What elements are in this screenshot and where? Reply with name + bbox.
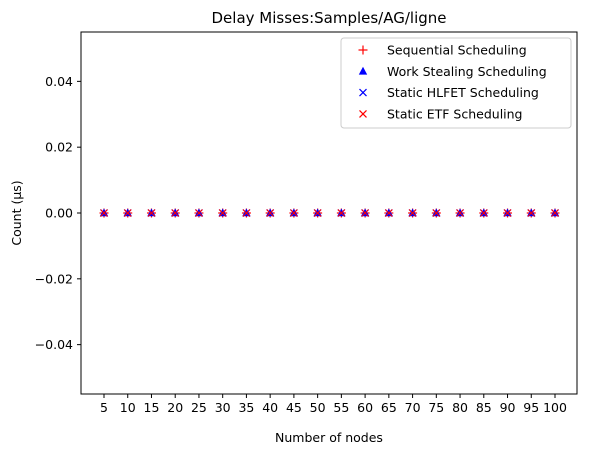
x-tick-label: 90	[500, 400, 516, 415]
data-point-series-4	[479, 209, 488, 217]
x-tick-label: 75	[428, 400, 444, 415]
legend-frame	[340, 37, 572, 129]
legend-item: Sequential Scheduling	[358, 43, 527, 58]
data-point-series-4	[503, 209, 512, 217]
data-point-series-4	[266, 209, 275, 217]
x-tick-label: 5	[100, 400, 108, 415]
x-tick-label: 95	[523, 400, 539, 415]
y-tick-label: 0.00	[45, 206, 73, 221]
legend-label: Static ETF Scheduling	[387, 106, 523, 121]
legend-marker	[358, 45, 368, 55]
x-tick-label: 100	[543, 400, 567, 415]
data-point-series-4	[289, 209, 298, 217]
x-tick-label: 10	[120, 400, 136, 415]
data-point-series-4	[337, 209, 346, 217]
x-tick-label: 50	[310, 400, 326, 415]
x-tick-label: 20	[167, 400, 183, 415]
data-point-series-4	[313, 209, 322, 217]
data-point-series-4	[432, 209, 441, 217]
data-point-series-4	[218, 209, 227, 217]
x-tick-label: 35	[238, 400, 254, 415]
data-point-series-4	[384, 209, 393, 217]
x-tick-label: 25	[191, 400, 207, 415]
legend-marker	[359, 88, 367, 97]
legend-marker	[358, 66, 368, 75]
x-axis-label: Number of nodes	[275, 430, 383, 445]
legend-label: Sequential Scheduling	[387, 43, 527, 58]
x-tick-label: 30	[215, 400, 231, 415]
data-point-series-4	[408, 209, 417, 217]
y-axis-label: Count (µs)	[9, 180, 24, 245]
data-point-series-4	[123, 209, 132, 217]
plot-frame	[80, 31, 578, 395]
y-tick-label: −0.02	[35, 271, 73, 286]
legend-item: Work Stealing Scheduling	[358, 64, 547, 79]
data-point-series-4	[147, 209, 156, 217]
chart-title: Delay Misses:Samples/AG/ligne	[212, 9, 447, 27]
x-tick-label: 65	[381, 400, 397, 415]
legend-marker	[359, 109, 367, 118]
data-point-series-4	[456, 209, 464, 217]
data-point-series-4	[551, 209, 559, 217]
data-point-series-4	[195, 209, 203, 217]
x-tick-label: 55	[333, 400, 349, 415]
data-point-series-4	[171, 209, 180, 217]
y-tick-label: 0.04	[45, 74, 73, 89]
data-point-series-4	[100, 209, 108, 217]
y-tick-label: 0.02	[45, 140, 73, 155]
data-point-series-4	[242, 209, 251, 217]
x-tick-label: 40	[262, 400, 278, 415]
legend-item: Static HLFET Scheduling	[359, 85, 539, 100]
x-tick-label: 85	[476, 400, 492, 415]
data-point-series-4	[527, 209, 536, 217]
x-tick-label: 80	[452, 400, 468, 415]
legend-label: Static HLFET Scheduling	[387, 85, 539, 100]
legend-label: Work Stealing Scheduling	[387, 64, 547, 79]
y-tick-label: −0.04	[35, 337, 73, 352]
legend: Sequential Scheduling Work Stealing Sched…	[340, 37, 572, 129]
x-tick-label: 45	[286, 400, 302, 415]
x-tick-label: 60	[357, 400, 373, 415]
legend-item: Static ETF Scheduling	[359, 106, 523, 121]
x-tick-label: 15	[144, 400, 160, 415]
x-tick-label: 70	[405, 400, 421, 415]
data-point-series-4	[361, 209, 370, 217]
